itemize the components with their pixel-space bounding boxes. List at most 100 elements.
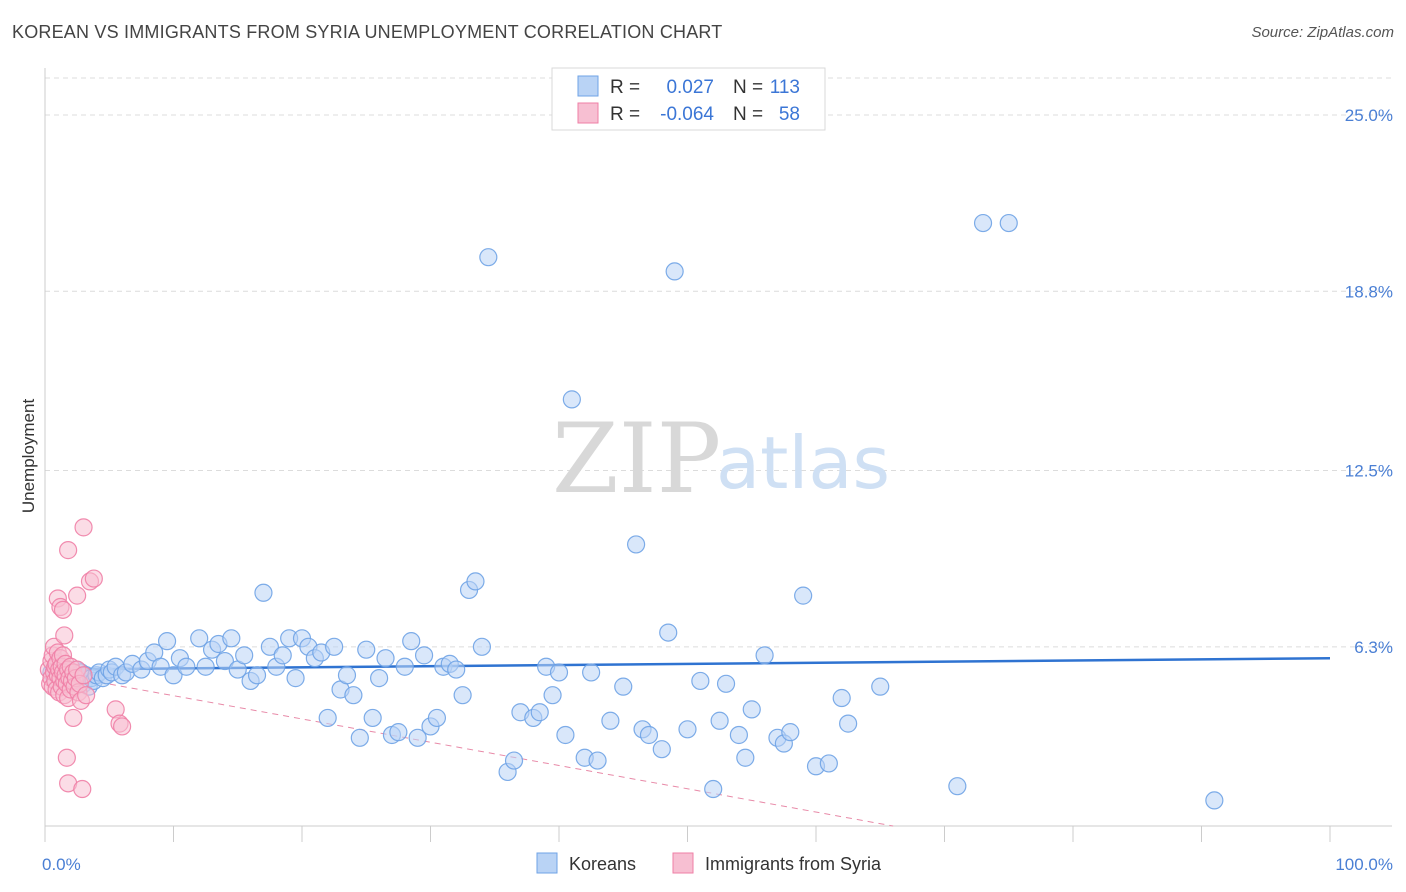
data-point-korean-87 bbox=[549, 663, 569, 682]
data-point-korean-55 bbox=[325, 637, 344, 656]
legend-top-r-value-1: -0.064 bbox=[660, 104, 714, 125]
data-point-korean-103 bbox=[704, 779, 723, 799]
data-point-syria-44 bbox=[53, 600, 73, 619]
data-point-korean-29 bbox=[151, 657, 170, 676]
data-point-korean-99 bbox=[659, 623, 678, 642]
data-point-korean-92 bbox=[588, 751, 607, 770]
data-point-korean-84 bbox=[530, 703, 549, 722]
data-point-korean-81 bbox=[504, 751, 524, 770]
data-point-syria-57 bbox=[64, 708, 83, 728]
data-point-korean-100 bbox=[665, 262, 684, 281]
data-point-syria-41 bbox=[77, 686, 96, 705]
y-tick-label-2: 12.5% bbox=[1345, 461, 1393, 480]
data-point-korean-78 bbox=[472, 637, 491, 656]
data-point-korean-60 bbox=[357, 640, 376, 659]
data-point-korean-65 bbox=[389, 723, 408, 742]
data-point-syria-47 bbox=[68, 586, 87, 605]
data-point-korean-121 bbox=[999, 213, 1018, 233]
data-point-korean-57 bbox=[337, 666, 357, 685]
watermark-zip: ZIP bbox=[552, 403, 721, 515]
legend-top-r-value-0: 0.027 bbox=[666, 77, 714, 98]
data-point-syria-56 bbox=[73, 779, 92, 799]
data-point-syria-53 bbox=[112, 717, 132, 736]
data-point-korean-94 bbox=[614, 677, 633, 696]
data-point-korean-54 bbox=[318, 708, 337, 728]
data-point-korean-119 bbox=[948, 777, 967, 796]
points-layer bbox=[39, 213, 1224, 810]
legend-bottom-swatch-syria bbox=[672, 852, 694, 874]
data-point-korean-95 bbox=[626, 535, 646, 554]
x-tick-label-0: 0.0% bbox=[42, 855, 81, 874]
data-point-korean-74 bbox=[447, 660, 466, 679]
data-point-korean-77 bbox=[466, 572, 485, 591]
chart-title: KOREAN VS IMMIGRANTS FROM SYRIA UNEMPLOY… bbox=[12, 22, 723, 42]
data-point-korean-59 bbox=[350, 728, 369, 747]
ticks-layer: 25.0% 18.8% 12.5% 6.3% 0.0% 100.0% bbox=[42, 106, 1393, 874]
y-axis-label: Unemployment bbox=[19, 399, 38, 514]
data-point-korean-62 bbox=[370, 669, 389, 688]
watermark-atlas: atlas bbox=[716, 421, 890, 505]
data-point-korean-38 bbox=[215, 651, 234, 671]
legend-top-r-label-0: R = bbox=[610, 77, 640, 98]
data-point-korean-43 bbox=[247, 666, 267, 685]
y-tick-label-3: 6.3% bbox=[1354, 638, 1393, 657]
data-point-korean-109 bbox=[755, 646, 774, 665]
data-point-korean-49 bbox=[286, 669, 305, 688]
data-point-korean-117 bbox=[839, 714, 858, 733]
data-point-korean-71 bbox=[427, 708, 447, 728]
data-point-korean-97 bbox=[639, 725, 659, 745]
data-point-korean-101 bbox=[678, 720, 697, 739]
data-point-korean-34 bbox=[190, 629, 209, 648]
data-point-korean-88 bbox=[556, 725, 575, 745]
data-point-korean-112 bbox=[781, 723, 800, 742]
data-point-korean-122 bbox=[1205, 791, 1224, 810]
watermark: ZIP atlas bbox=[552, 403, 890, 515]
data-point-korean-93 bbox=[601, 711, 620, 730]
data-point-korean-35 bbox=[196, 657, 215, 676]
data-point-korean-91 bbox=[582, 663, 601, 682]
data-point-korean-63 bbox=[376, 649, 395, 668]
data-point-korean-69 bbox=[414, 646, 434, 665]
data-point-korean-113 bbox=[794, 586, 813, 605]
data-point-korean-58 bbox=[344, 686, 363, 705]
legend-top-n-label-0: N = bbox=[733, 77, 763, 98]
legend-top-swatch-koreans bbox=[577, 75, 599, 97]
data-point-korean-68 bbox=[408, 728, 427, 747]
data-point-korean-115 bbox=[819, 754, 838, 773]
data-point-korean-108 bbox=[742, 700, 761, 719]
grid-layer bbox=[45, 77, 1392, 648]
data-point-korean-89 bbox=[562, 390, 581, 409]
data-point-syria-45 bbox=[55, 626, 74, 645]
data-point-korean-41 bbox=[235, 646, 254, 665]
data-point-korean-45 bbox=[260, 637, 279, 656]
data-point-syria-40 bbox=[74, 666, 93, 685]
data-point-korean-118 bbox=[871, 677, 890, 696]
x-tick-label-1: 100.0% bbox=[1335, 855, 1393, 874]
legend-bottom-label-syria: Immigrants from Syria bbox=[705, 854, 882, 874]
data-point-korean-47 bbox=[273, 646, 292, 665]
data-point-korean-102 bbox=[691, 671, 710, 691]
data-point-korean-31 bbox=[164, 666, 183, 685]
data-point-korean-33 bbox=[177, 657, 196, 676]
y-tick-label-1: 18.8% bbox=[1345, 282, 1393, 301]
legend-bottom-swatch-koreans bbox=[536, 852, 558, 874]
data-point-korean-104 bbox=[710, 711, 729, 730]
data-point-korean-66 bbox=[395, 657, 414, 676]
data-point-syria-54 bbox=[57, 748, 76, 767]
data-point-korean-86 bbox=[543, 686, 562, 705]
y-tick-label-0: 25.0% bbox=[1345, 106, 1393, 125]
legend-bottom-label-koreans: Koreans bbox=[569, 854, 636, 874]
data-point-korean-79 bbox=[479, 248, 498, 267]
data-point-korean-67 bbox=[402, 632, 421, 651]
data-point-korean-30 bbox=[157, 632, 177, 651]
data-point-syria-46 bbox=[59, 541, 78, 560]
data-point-korean-98 bbox=[652, 740, 671, 759]
data-point-korean-105 bbox=[716, 674, 736, 693]
legend-top-n-value-1: 58 bbox=[779, 104, 800, 125]
trend-layer bbox=[44, 656, 1331, 827]
data-point-korean-75 bbox=[453, 686, 472, 705]
data-point-korean-106 bbox=[729, 725, 749, 745]
legend-bottom: Koreans Immigrants from Syria bbox=[536, 852, 882, 874]
legend-top-n-value-0: 113 bbox=[770, 77, 800, 98]
